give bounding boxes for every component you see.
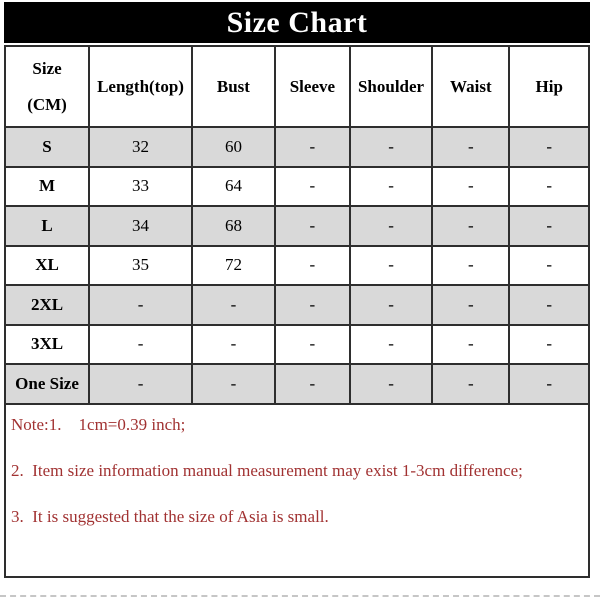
notes-section: Note:1. 1cm=0.39 inch; 2. Item size infor… — [4, 404, 590, 578]
table-row: XL 35 72- - - - — [3, 244, 590, 286]
bottom-dashed-divider — [0, 595, 600, 597]
table-cell: - — [508, 165, 590, 207]
table-cell: - — [431, 284, 511, 326]
table-row: One Size - - - - - - — [3, 363, 590, 405]
table-cell: - — [88, 323, 193, 365]
table-cell: - — [431, 165, 511, 207]
table-cell: - — [348, 284, 434, 326]
table-cell: - — [273, 323, 351, 365]
table-cell: 35 — [88, 244, 193, 286]
table-cell: 68 — [190, 205, 276, 247]
size-chart-table-body: S 32 60- - - - M 33 64- - - - L 34 68- - - - XL 35 72- - - -2XL… — [3, 126, 590, 405]
table-cell: - — [348, 323, 434, 365]
size-row-label: XL — [3, 244, 91, 286]
table-cell: - — [190, 323, 276, 365]
table-cell: - — [348, 165, 434, 207]
size-chart-title: Size Chart — [4, 2, 590, 43]
column-header: Size (CM) — [3, 45, 91, 128]
table-cell: - — [273, 165, 351, 207]
note-line: Note:1. 1cm=0.39 inch; — [11, 414, 186, 434]
table-cell: - — [273, 126, 351, 168]
table-cell: - — [431, 363, 511, 405]
table-cell: - — [348, 244, 434, 286]
table-cell: - — [273, 205, 351, 247]
column-header: Waist — [431, 45, 511, 128]
size-chart-table: Size (CM) Length(top) Bust Sleeve Shoulder Wa… — [3, 45, 590, 405]
table-cell: - — [88, 363, 193, 405]
column-header: Shoulder — [348, 45, 434, 128]
table-cell: 60 — [190, 126, 276, 168]
table-cell: - — [190, 363, 276, 405]
note-line: 3. It is suggested that the size of Asia… — [11, 507, 329, 526]
size-chart-table-head: Size (CM) Length(top) Bust Sleeve Shoulder Wa… — [3, 45, 590, 128]
table-cell: - — [348, 363, 434, 405]
size-row-label: One Size — [3, 363, 91, 405]
table-cell: - — [273, 284, 351, 326]
table-cell: - — [431, 323, 511, 365]
table-cell: - — [273, 363, 351, 405]
table-cell: - — [508, 363, 590, 405]
size-row-label: 2XL — [3, 284, 91, 326]
table-cell: 33 — [88, 165, 193, 207]
size-row-label: 3XL — [3, 323, 91, 365]
column-header: Sleeve — [273, 45, 351, 128]
size-chart-title-text: Size Chart — [226, 5, 368, 39]
table-cell: 64 — [190, 165, 276, 207]
table-cell: - — [508, 323, 590, 365]
table-row: M 33 64- - - - — [3, 165, 590, 207]
size-row-label: M — [3, 165, 91, 207]
table-row: 2XL - - - - - - — [3, 284, 590, 326]
size-chart-sheet: Size Chart Size (CM) Length(top) Bust Sleev… — [3, 2, 590, 578]
table-row: S 32 60- - - - — [3, 126, 590, 168]
table-cell: - — [190, 284, 276, 326]
table-row: 3XL - - - - - - — [3, 323, 590, 365]
table-cell: - — [508, 284, 590, 326]
header-row: Size (CM) Length(top) Bust Sleeve Shoulder Wa… — [3, 45, 590, 128]
table-cell: - — [348, 126, 434, 168]
size-row-label: S — [3, 126, 91, 168]
table-cell: - — [508, 205, 590, 247]
table-cell: 34 — [88, 205, 193, 247]
table-row: L 34 68- - - - — [3, 205, 590, 247]
table-cell: 32 — [88, 126, 193, 168]
table-cell: - — [508, 244, 590, 286]
table-cell: - — [431, 205, 511, 247]
column-header: Bust — [190, 45, 276, 128]
column-header: Length(top) — [88, 45, 193, 128]
note-line: 2. Item size information manual measurem… — [11, 460, 523, 480]
table-cell: - — [348, 205, 434, 247]
table-cell: - — [88, 284, 193, 326]
table-cell: - — [273, 244, 351, 286]
size-row-label: L — [3, 205, 91, 247]
column-header: Hip — [508, 45, 590, 128]
table-cell: - — [431, 244, 511, 286]
table-cell: - — [508, 126, 590, 168]
table-cell: 72 — [190, 244, 276, 286]
table-cell: - — [431, 126, 511, 168]
